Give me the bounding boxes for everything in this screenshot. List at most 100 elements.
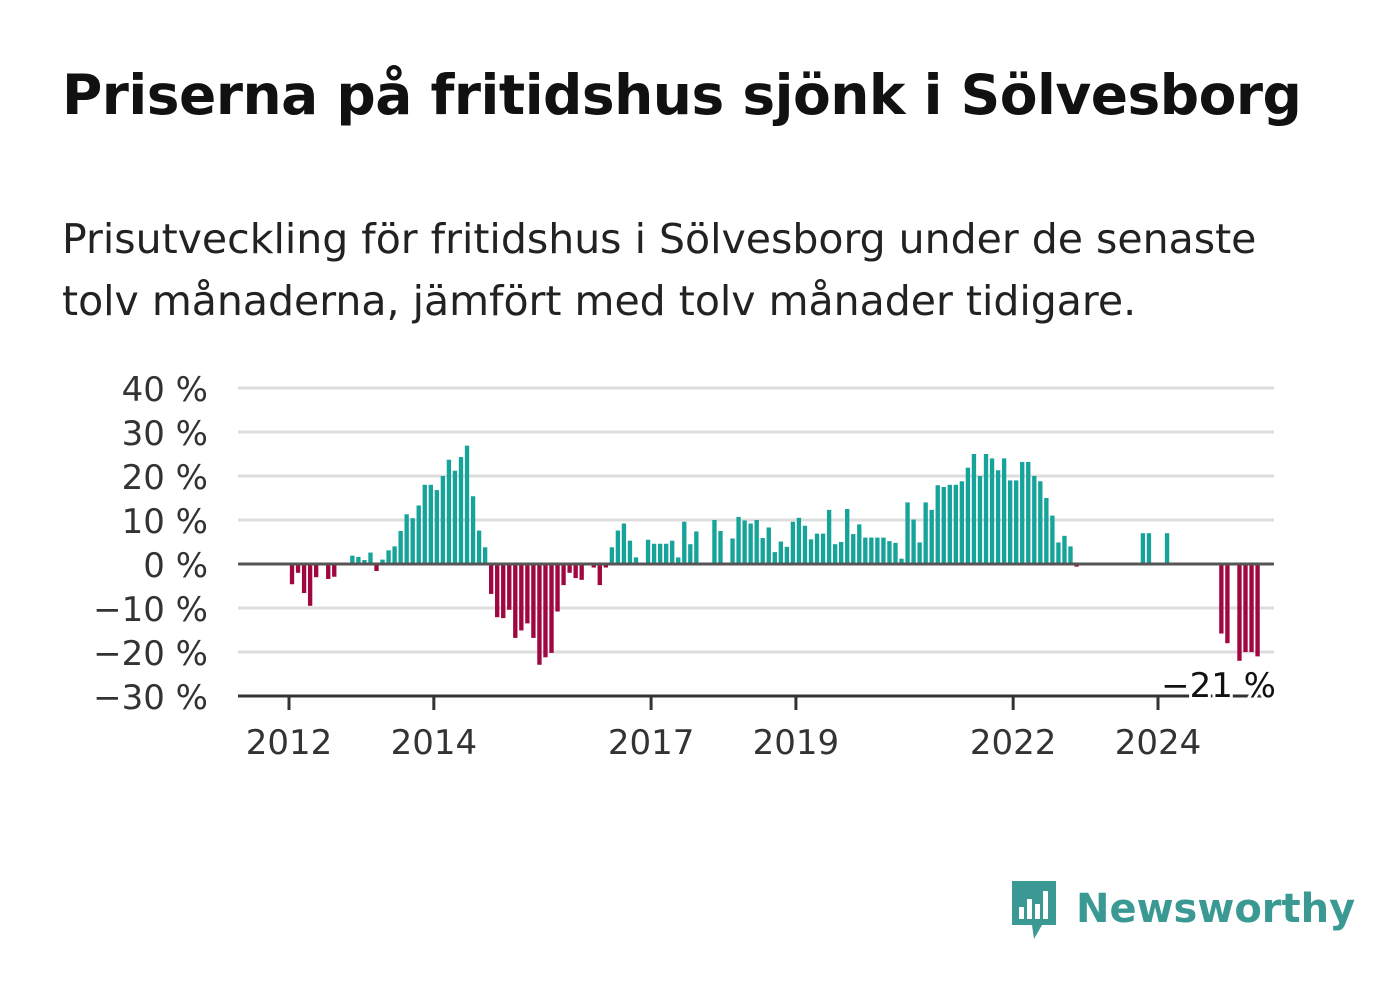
bar: [1038, 481, 1043, 564]
chart-subtitle: Prisutveckling för fritidshus i Sölvesbo…: [62, 215, 1257, 325]
bar: [814, 533, 820, 564]
bar: [1237, 564, 1242, 661]
x-tick-label: 2019: [753, 723, 840, 763]
bar: [1026, 461, 1031, 564]
bar: [332, 564, 337, 577]
bar: [748, 523, 753, 564]
y-tick-label: 40 %: [122, 370, 208, 410]
bar: [826, 509, 832, 564]
bar: [458, 457, 464, 564]
bar: [301, 564, 307, 594]
bar: [965, 467, 971, 564]
bar: [772, 552, 777, 564]
bar: [1014, 480, 1019, 564]
x-tick-label: 2012: [246, 723, 333, 763]
bar: [929, 509, 934, 564]
y-tick-label: −20 %: [93, 634, 208, 674]
bar: [567, 564, 572, 573]
newsworthy-logo-icon: [1012, 881, 1056, 939]
bar: [917, 542, 922, 564]
bar: [1219, 564, 1224, 634]
bar: [676, 557, 681, 564]
bar: [766, 527, 771, 564]
y-tick-label: 30 %: [122, 414, 208, 454]
y-tick-label: 20 %: [122, 458, 208, 498]
bar: [742, 520, 747, 564]
bar: [446, 459, 452, 564]
brand-logo[interactable]: Newsworthy: [1008, 876, 1355, 942]
bar: [754, 520, 759, 564]
bar: [573, 564, 578, 579]
bar: [476, 530, 482, 564]
bar: [609, 547, 615, 564]
bar: [295, 564, 301, 573]
bar: [712, 520, 717, 564]
last-value-label: −21 %: [1161, 666, 1276, 706]
bar: [851, 534, 856, 564]
bar: [621, 523, 627, 564]
bar: [839, 542, 844, 564]
bar: [730, 538, 735, 564]
bar: [368, 552, 373, 564]
bar: [832, 544, 838, 564]
bar: [374, 564, 379, 572]
bar: [1146, 533, 1152, 564]
bar: [561, 564, 566, 586]
bar: [808, 539, 814, 564]
bar: [488, 564, 494, 594]
bar: [1020, 461, 1025, 564]
bar: [1062, 535, 1067, 564]
bar: [591, 564, 596, 568]
bar: [326, 564, 331, 579]
bar: [633, 557, 639, 564]
y-tick-label: 10 %: [122, 502, 208, 542]
bar: [718, 531, 723, 564]
bar: [905, 502, 910, 564]
bar: [989, 458, 995, 564]
y-tick-label: −10 %: [93, 590, 208, 630]
bar: [1164, 533, 1170, 564]
bar: [1050, 515, 1055, 564]
bar: [796, 517, 802, 564]
bar: [760, 538, 765, 564]
bar: [543, 564, 548, 658]
bar: [452, 470, 458, 564]
bar: [597, 564, 602, 586]
bar: [899, 558, 904, 564]
bar: [422, 484, 427, 564]
bar: [869, 537, 874, 564]
bar: [977, 476, 983, 564]
bar: [1255, 564, 1260, 657]
bar: [1225, 564, 1230, 644]
bar: [983, 454, 989, 564]
bar: [857, 524, 862, 564]
x-tick-label: 2014: [391, 723, 478, 763]
tick-labels: 40 %30 %20 %10 %0 %−10 %−20 %−30 % 2012 20…: [93, 370, 1279, 763]
y-tick-label: 0 %: [143, 546, 208, 586]
bar: [875, 537, 880, 564]
bar: [380, 559, 385, 564]
bar: [470, 496, 476, 564]
bar: [645, 539, 651, 564]
bar: [531, 564, 536, 638]
bar: [416, 505, 421, 564]
bar: [398, 531, 403, 564]
bar: [307, 564, 313, 606]
bar: [923, 502, 928, 564]
bar: [434, 490, 440, 564]
bar: [1007, 480, 1013, 564]
brand-name: Newsworthy: [1076, 886, 1356, 932]
bar: [784, 546, 790, 564]
bar: [664, 543, 669, 564]
bar: [525, 564, 530, 624]
bar: [362, 560, 367, 564]
bar: [549, 564, 554, 653]
bar: [736, 516, 741, 564]
bar: [887, 541, 892, 564]
bar: [615, 530, 621, 564]
bar: [682, 521, 687, 564]
bar: [670, 540, 675, 564]
bar: [404, 514, 409, 564]
x-tick-label: 2022: [970, 723, 1057, 763]
